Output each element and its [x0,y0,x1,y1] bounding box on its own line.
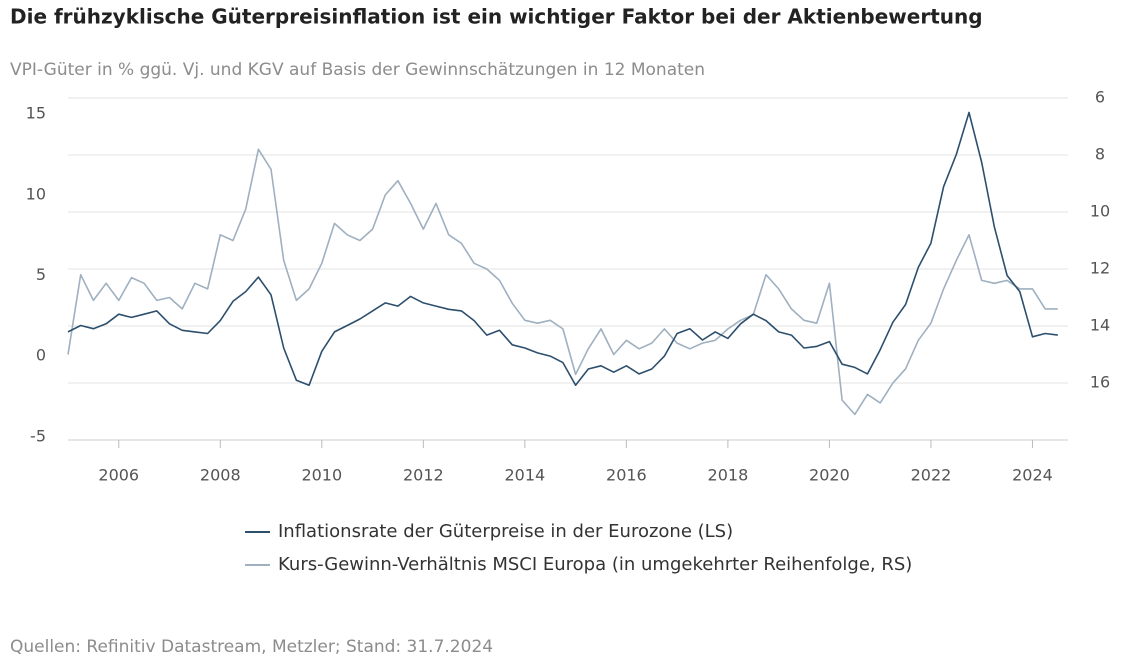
x-tick-label: 2014 [504,466,545,485]
y2-tick-label: 16 [1090,373,1110,392]
chart-subtitle: VPI-Güter in % ggü. Vj. und KGV auf Basi… [10,60,705,80]
x-tick-label: 2024 [1012,466,1053,485]
series-line [67,111,1058,386]
x-tick-label: 2008 [200,466,241,485]
series-line [67,148,1058,416]
source-note: Quellen: Refinitiv Datastream, Metzler; … [10,637,493,657]
y-tick-label: 15 [26,104,46,123]
y2-tick-label: 10 [1090,202,1110,221]
legend-label: Inflationsrate der Güterpreise in der Eu… [278,521,733,542]
x-tick-label: 2010 [301,466,342,485]
chart-title: Die frühzyklische Güterpreisinflation is… [10,5,983,29]
x-tick-label: 2016 [606,466,647,485]
y2-tick-label: 14 [1090,316,1110,335]
y-tick-label: -5 [30,426,46,445]
x-tick-label: 2018 [708,466,749,485]
x-tick-label: 2020 [809,466,850,485]
y-tick-label: 10 [26,184,46,203]
x-tick-label: 2022 [911,466,952,485]
y2-tick-label: 12 [1090,259,1110,278]
x-tick-label: 2012 [403,466,444,485]
y2-tick-label: 6 [1095,88,1105,107]
legend-label: Kurs-Gewinn-Verhältnis MSCI Europa (in u… [278,554,912,575]
y-tick-label: 0 [36,346,46,365]
y-tick-label: 5 [36,265,46,284]
x-tick-label: 2006 [98,466,139,485]
y2-tick-label: 8 [1095,145,1105,164]
